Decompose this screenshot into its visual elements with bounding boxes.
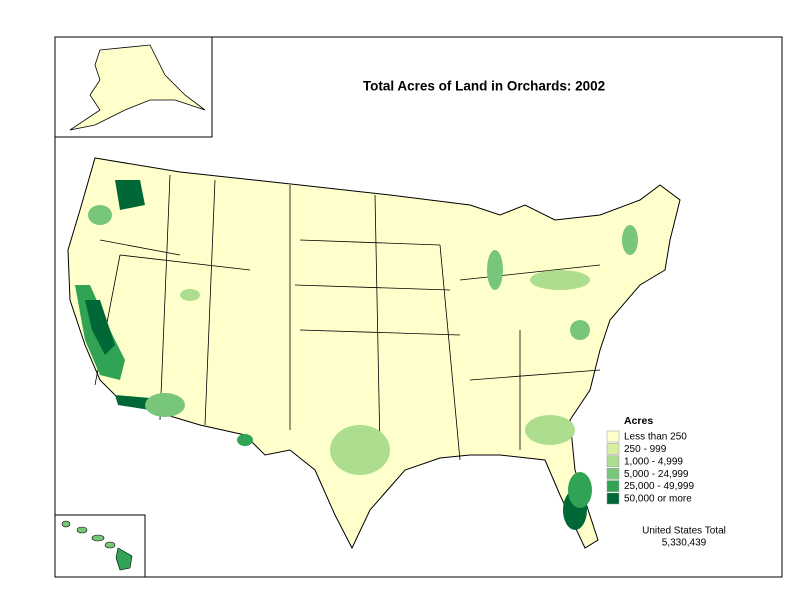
legend-label: 250 - 999 [624, 444, 667, 455]
total-value: 5,330,439 [662, 538, 707, 549]
hawaii [61, 520, 133, 571]
legend-label: Less than 250 [624, 432, 687, 443]
legend-swatch [606, 430, 620, 443]
legend-label: 5,000 - 24,999 [624, 469, 689, 480]
state-borders [94, 174, 601, 461]
map-title: Total Acres of Land in Orchards: 2002 [363, 79, 605, 94]
total-label: United States Total [642, 526, 726, 537]
legend-swatch [606, 443, 620, 455]
orchard-areas [75, 180, 638, 530]
legend-swatch [606, 455, 620, 468]
legend-label: 1,000 - 4,999 [624, 456, 683, 467]
legend-label: 25,000 - 49,999 [624, 481, 694, 492]
legend-swatch [606, 492, 620, 505]
legend-title: Acres [624, 415, 653, 427]
alaska [69, 44, 206, 131]
legend-swatch [606, 480, 620, 492]
legend-label: 50,000 or more [624, 494, 692, 505]
legend-swatch [606, 467, 620, 480]
